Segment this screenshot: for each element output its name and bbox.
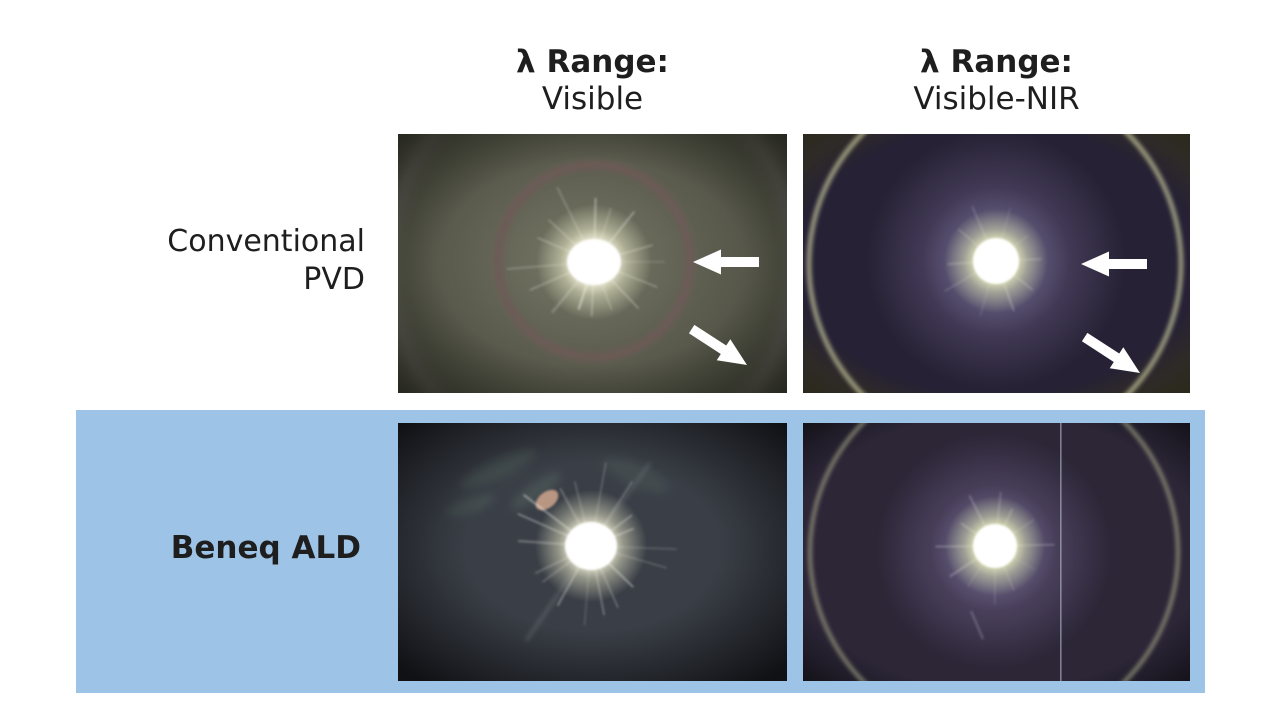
lamp-core (565, 522, 617, 570)
edge-interference-ring (808, 423, 1180, 681)
arrow-icon (688, 324, 747, 365)
row-label-line: Conventional (167, 224, 365, 259)
photo-conventional-pvd-visible (398, 134, 787, 393)
lamp-core (973, 524, 1017, 568)
lambda-range-label: λ Range: (920, 44, 1073, 80)
vertical-seam-line (1060, 423, 1062, 681)
arrow-icon (1081, 251, 1147, 277)
row-label-line: PVD (303, 262, 365, 297)
photo-conventional-pvd-visible-nir (803, 134, 1190, 393)
range-value-label: Visible (541, 81, 644, 117)
scratch-streak (969, 610, 985, 640)
arrow-icon (693, 249, 759, 275)
column-header-visible-nir: λ Range: Visible-NIR (803, 44, 1190, 118)
photo-beneq-ald-visible-nir (803, 423, 1190, 681)
lambda-range-label: λ Range: (516, 44, 669, 80)
row-label-conventional-pvd: Conventional PVD (95, 223, 365, 299)
photo-beneq-ald-visible (398, 423, 787, 681)
edge-interference-ring (806, 134, 1184, 393)
row-label-line: Beneq ALD (170, 530, 361, 566)
column-header-visible: λ Range: Visible (398, 44, 787, 118)
row-label-beneq-ald: Beneq ALD (95, 529, 361, 567)
lamp-core (567, 239, 621, 285)
lamp-core (973, 238, 1019, 284)
arrow-icon (1081, 332, 1140, 373)
range-value-label: Visible-NIR (913, 81, 1080, 117)
